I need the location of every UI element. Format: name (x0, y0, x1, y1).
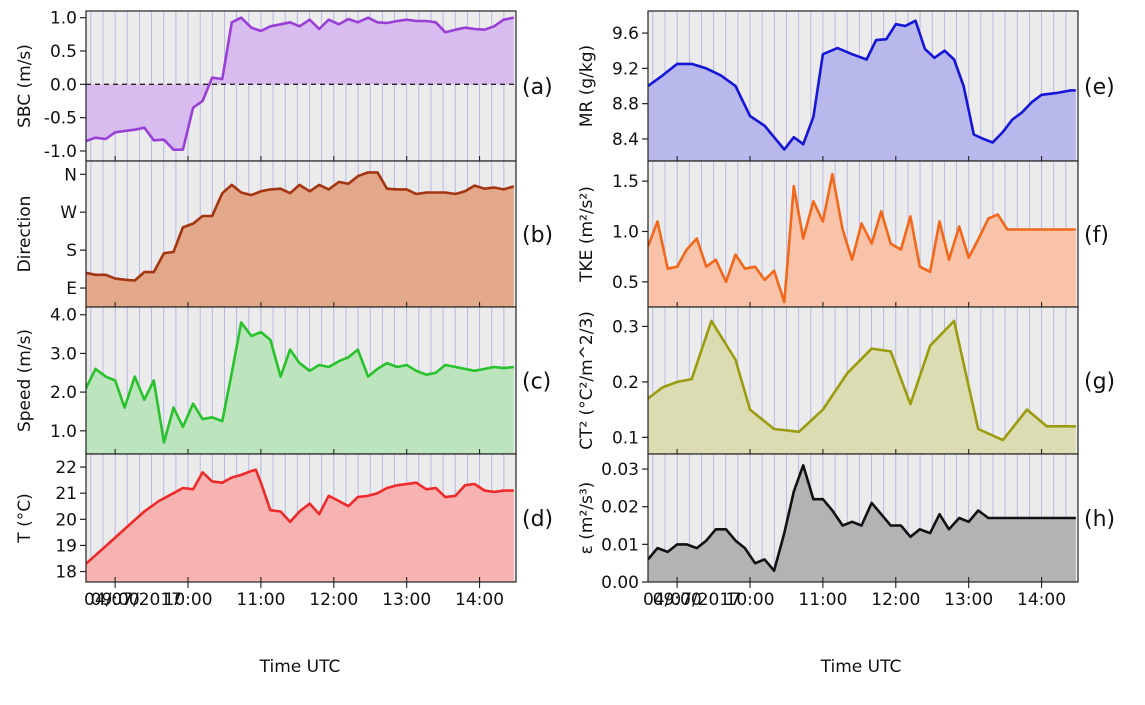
panel-d-ytick-label: 22 (55, 458, 77, 478)
panel-a-series-line (86, 16, 515, 151)
panel-a-ytick-label: 0.5 (50, 42, 77, 62)
panel-h-frame (647, 453, 1079, 583)
panel-e-ylabel: MR (g/kg) (577, 45, 597, 127)
panel-a-ytick-label: -1.0 (44, 142, 77, 162)
x-tick-label: 11:00 (798, 590, 847, 610)
panel-h-series-line (648, 463, 1076, 573)
x-axis-label-left: Time UTC (259, 657, 341, 677)
x-tick-label: 13:00 (382, 590, 431, 610)
panel-b-ytick-label: W (60, 203, 77, 223)
panel-c-ytick-label: 2.0 (50, 383, 77, 403)
panel-c-tag: (c) (522, 370, 551, 395)
panel-b-ylabel: Direction (15, 196, 35, 273)
date-label-right: 04/07/2017 (643, 590, 741, 610)
panel-a-tag: (a) (522, 75, 553, 100)
panel-c-ytick-label: 3.0 (50, 344, 77, 364)
panel-a-ylabel: SBC (m/s) (15, 44, 35, 128)
panel-b-ytick-label: S (66, 241, 77, 261)
panel-h-ytick-label: 0.00 (601, 573, 639, 593)
x-tick-label: 12:00 (871, 590, 920, 610)
panel-c: 1.0 2.0 3.0 4.0 Speed (m/s) (c) (15, 306, 551, 455)
panel-d-frame (85, 453, 517, 583)
panel-h-area (648, 465, 1076, 582)
panel-f: 0.5 1.0 1.5 TKE (m²/s²) (f) (577, 160, 1109, 308)
panel-g: 0.1 0.2 0.3 CT² (°C²/m^2/3) (g) (577, 306, 1115, 455)
date-label-left: 04/07/2017 (84, 590, 182, 610)
panel-g-ytick-label: 0.2 (612, 373, 639, 393)
panel-d-tag: (d) (522, 507, 553, 532)
panel-c-ytick-label: 4.0 (50, 306, 77, 326)
panel-g-tag: (g) (1084, 370, 1115, 395)
panel-b-series-line (86, 171, 515, 282)
x-tick-label: 12:00 (309, 590, 358, 610)
x-axis-label-right: Time UTC (820, 657, 902, 677)
x-tick-label: 14:00 (1017, 590, 1066, 610)
panel-e-ytick-label: 8.4 (612, 130, 639, 150)
x-tick-label: 10:00 (164, 590, 213, 610)
x-tick-label: 09:00 (653, 590, 702, 610)
panel-e-area (648, 20, 1076, 161)
panel-f-ytick-label: 1.5 (612, 172, 639, 192)
panel-d: 18 19 20 21 22 09:00 10:00 11:00 12:00 13:00 14:00… (15, 453, 553, 610)
x-tick-label: 14:00 (455, 590, 504, 610)
panel-d-ytick-label: 19 (55, 536, 77, 556)
x-tick-label: 11:00 (236, 590, 285, 610)
panel-h-ylabel: ε (m²/s³) (577, 482, 597, 555)
panel-d-ytick-label: 20 (55, 510, 77, 530)
panel-g-ytick-label: 0.1 (612, 428, 639, 448)
panel-e-ytick-label: 8.8 (612, 95, 639, 115)
panel-h-ytick-label: 0.01 (601, 535, 639, 555)
x-tick-label: 13:00 (944, 590, 993, 610)
panel-d-ylabel: T (°C) (15, 493, 35, 543)
panel-f-tag: (f) (1084, 223, 1109, 248)
panel-b-area (86, 172, 514, 307)
panel-f-series-line (648, 172, 1076, 304)
panel-a-ytick-label: 1.0 (50, 9, 77, 29)
panel-e-series-line (648, 19, 1076, 151)
panel-h: 0.00 0.01 0.02 0.03 09:00 10:00 11:00 12:00 13:0… (577, 453, 1115, 610)
panel-g-area (648, 320, 1076, 454)
panel-c-ylabel: Speed (m/s) (15, 329, 35, 432)
panel-d-area (86, 469, 514, 582)
panel-g-ylabel: CT² (°C²/m^2/3) (577, 311, 597, 450)
x-tick-label: 10:00 (726, 590, 775, 610)
panel-h-tag: (h) (1084, 507, 1115, 532)
panel-d-series-line (86, 468, 514, 565)
panel-a-ytick-label: -0.5 (44, 109, 77, 129)
panel-b-ytick-label: E (66, 279, 77, 299)
panel-e-tag: (e) (1084, 75, 1115, 100)
panel-g-series-line (648, 319, 1076, 442)
panel-c-area (86, 322, 514, 454)
panel-f-ytick-label: 0.5 (612, 273, 639, 293)
panel-e-ytick-label: 9.6 (612, 24, 639, 44)
panel-h-ytick-label: 0.03 (601, 460, 639, 480)
panel-c-ytick-label: 1.0 (50, 422, 77, 442)
panel-b-tag: (b) (522, 223, 553, 248)
x-tick-label: 09:00 (91, 590, 140, 610)
panel-f-ylabel: TKE (m²/s²) (577, 186, 597, 283)
panel-a-area (86, 17, 514, 150)
panel-d-ytick-label: 18 (55, 563, 77, 583)
panel-a: -1.0 -0.5 0.0 0.5 1.0 SBC (m/s) (a) (15, 9, 553, 162)
panel-c-series-line (86, 321, 514, 444)
panel-a-ytick-label: 0.0 (50, 75, 77, 95)
panel-d-ytick-label: 21 (55, 484, 77, 504)
panel-f-ytick-label: 1.0 (612, 222, 639, 242)
panel-e-ytick-label: 9.2 (612, 59, 639, 79)
panel-g-ytick-label: 0.3 (612, 317, 639, 337)
panel-b-ytick-label: N (64, 165, 77, 185)
panel-f-area (648, 174, 1076, 307)
panel-h-ytick-label: 0.02 (601, 498, 639, 518)
panel-e: 8.4 8.8 9.2 9.6 MR (g/kg) (e) (577, 10, 1115, 162)
